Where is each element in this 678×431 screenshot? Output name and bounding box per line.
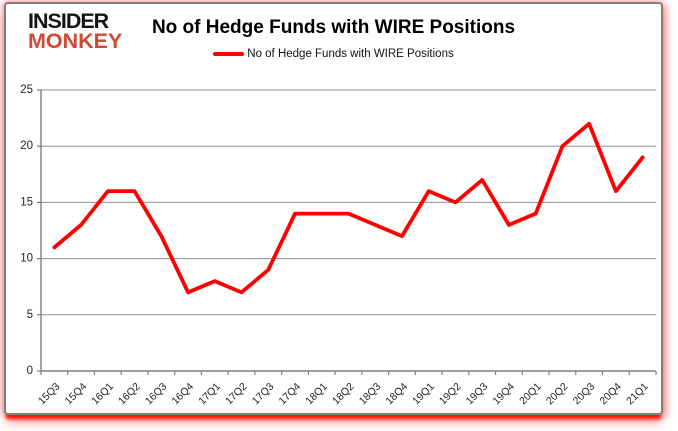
svg-text:15: 15 (20, 196, 33, 208)
chart-card: INSIDER MONKEY No of Hedge Funds with WI… (4, 2, 663, 415)
svg-text:21Q1: 21Q1 (624, 381, 651, 408)
logo-monkey-text: MONKEY (28, 28, 123, 53)
svg-text:20Q3: 20Q3 (571, 381, 598, 408)
logo-insider-text: INSIDER (28, 9, 109, 33)
svg-text:17Q2: 17Q2 (223, 381, 250, 408)
svg-text:15Q4: 15Q4 (63, 381, 90, 408)
svg-text:16Q2: 16Q2 (116, 381, 143, 408)
svg-text:16Q4: 16Q4 (170, 381, 197, 408)
svg-text:18Q4: 18Q4 (383, 381, 410, 408)
chart-header: INSIDER MONKEY No of Hedge Funds with WI… (6, 4, 661, 76)
svg-text:19Q1: 19Q1 (410, 381, 437, 408)
svg-text:25: 25 (20, 84, 33, 96)
svg-text:19Q2: 19Q2 (437, 381, 464, 408)
svg-text:20: 20 (20, 140, 33, 152)
svg-text:10: 10 (20, 253, 33, 265)
legend-series-label: No of Hedge Funds with WIRE Positions (247, 48, 454, 60)
svg-text:17Q1: 17Q1 (196, 381, 223, 408)
svg-text:17Q4: 17Q4 (276, 381, 303, 408)
svg-text:16Q3: 16Q3 (143, 381, 170, 408)
svg-text:20Q2: 20Q2 (544, 381, 571, 408)
svg-text:0: 0 (27, 365, 33, 377)
line-chart-plot-area: 0 5 10 15 20 25 15Q3 15Q4 16Q1 16Q2 16Q3 16Q4 17Q1 17… (6, 76, 661, 413)
svg-text:18Q2: 18Q2 (330, 381, 357, 408)
svg-text:20Q1: 20Q1 (517, 381, 544, 408)
insider-monkey-logo: INSIDER MONKEY (28, 9, 123, 53)
svg-text:18Q1: 18Q1 (303, 381, 330, 408)
svg-text:19Q3: 19Q3 (464, 381, 491, 408)
chart-title: No of Hedge Funds with WIRE Positions (151, 17, 516, 38)
svg-text:5: 5 (27, 309, 33, 321)
svg-text:20Q4: 20Q4 (597, 381, 624, 408)
svg-text:19Q4: 19Q4 (490, 381, 517, 408)
svg-text:16Q1: 16Q1 (89, 381, 116, 408)
chart-legend: No of Hedge Funds with WIRE Positions (6, 48, 661, 60)
svg-text:17Q3: 17Q3 (250, 381, 277, 408)
svg-text:18Q3: 18Q3 (357, 381, 384, 408)
legend-line-marker-icon (213, 52, 245, 56)
svg-text:15Q3: 15Q3 (36, 381, 63, 408)
